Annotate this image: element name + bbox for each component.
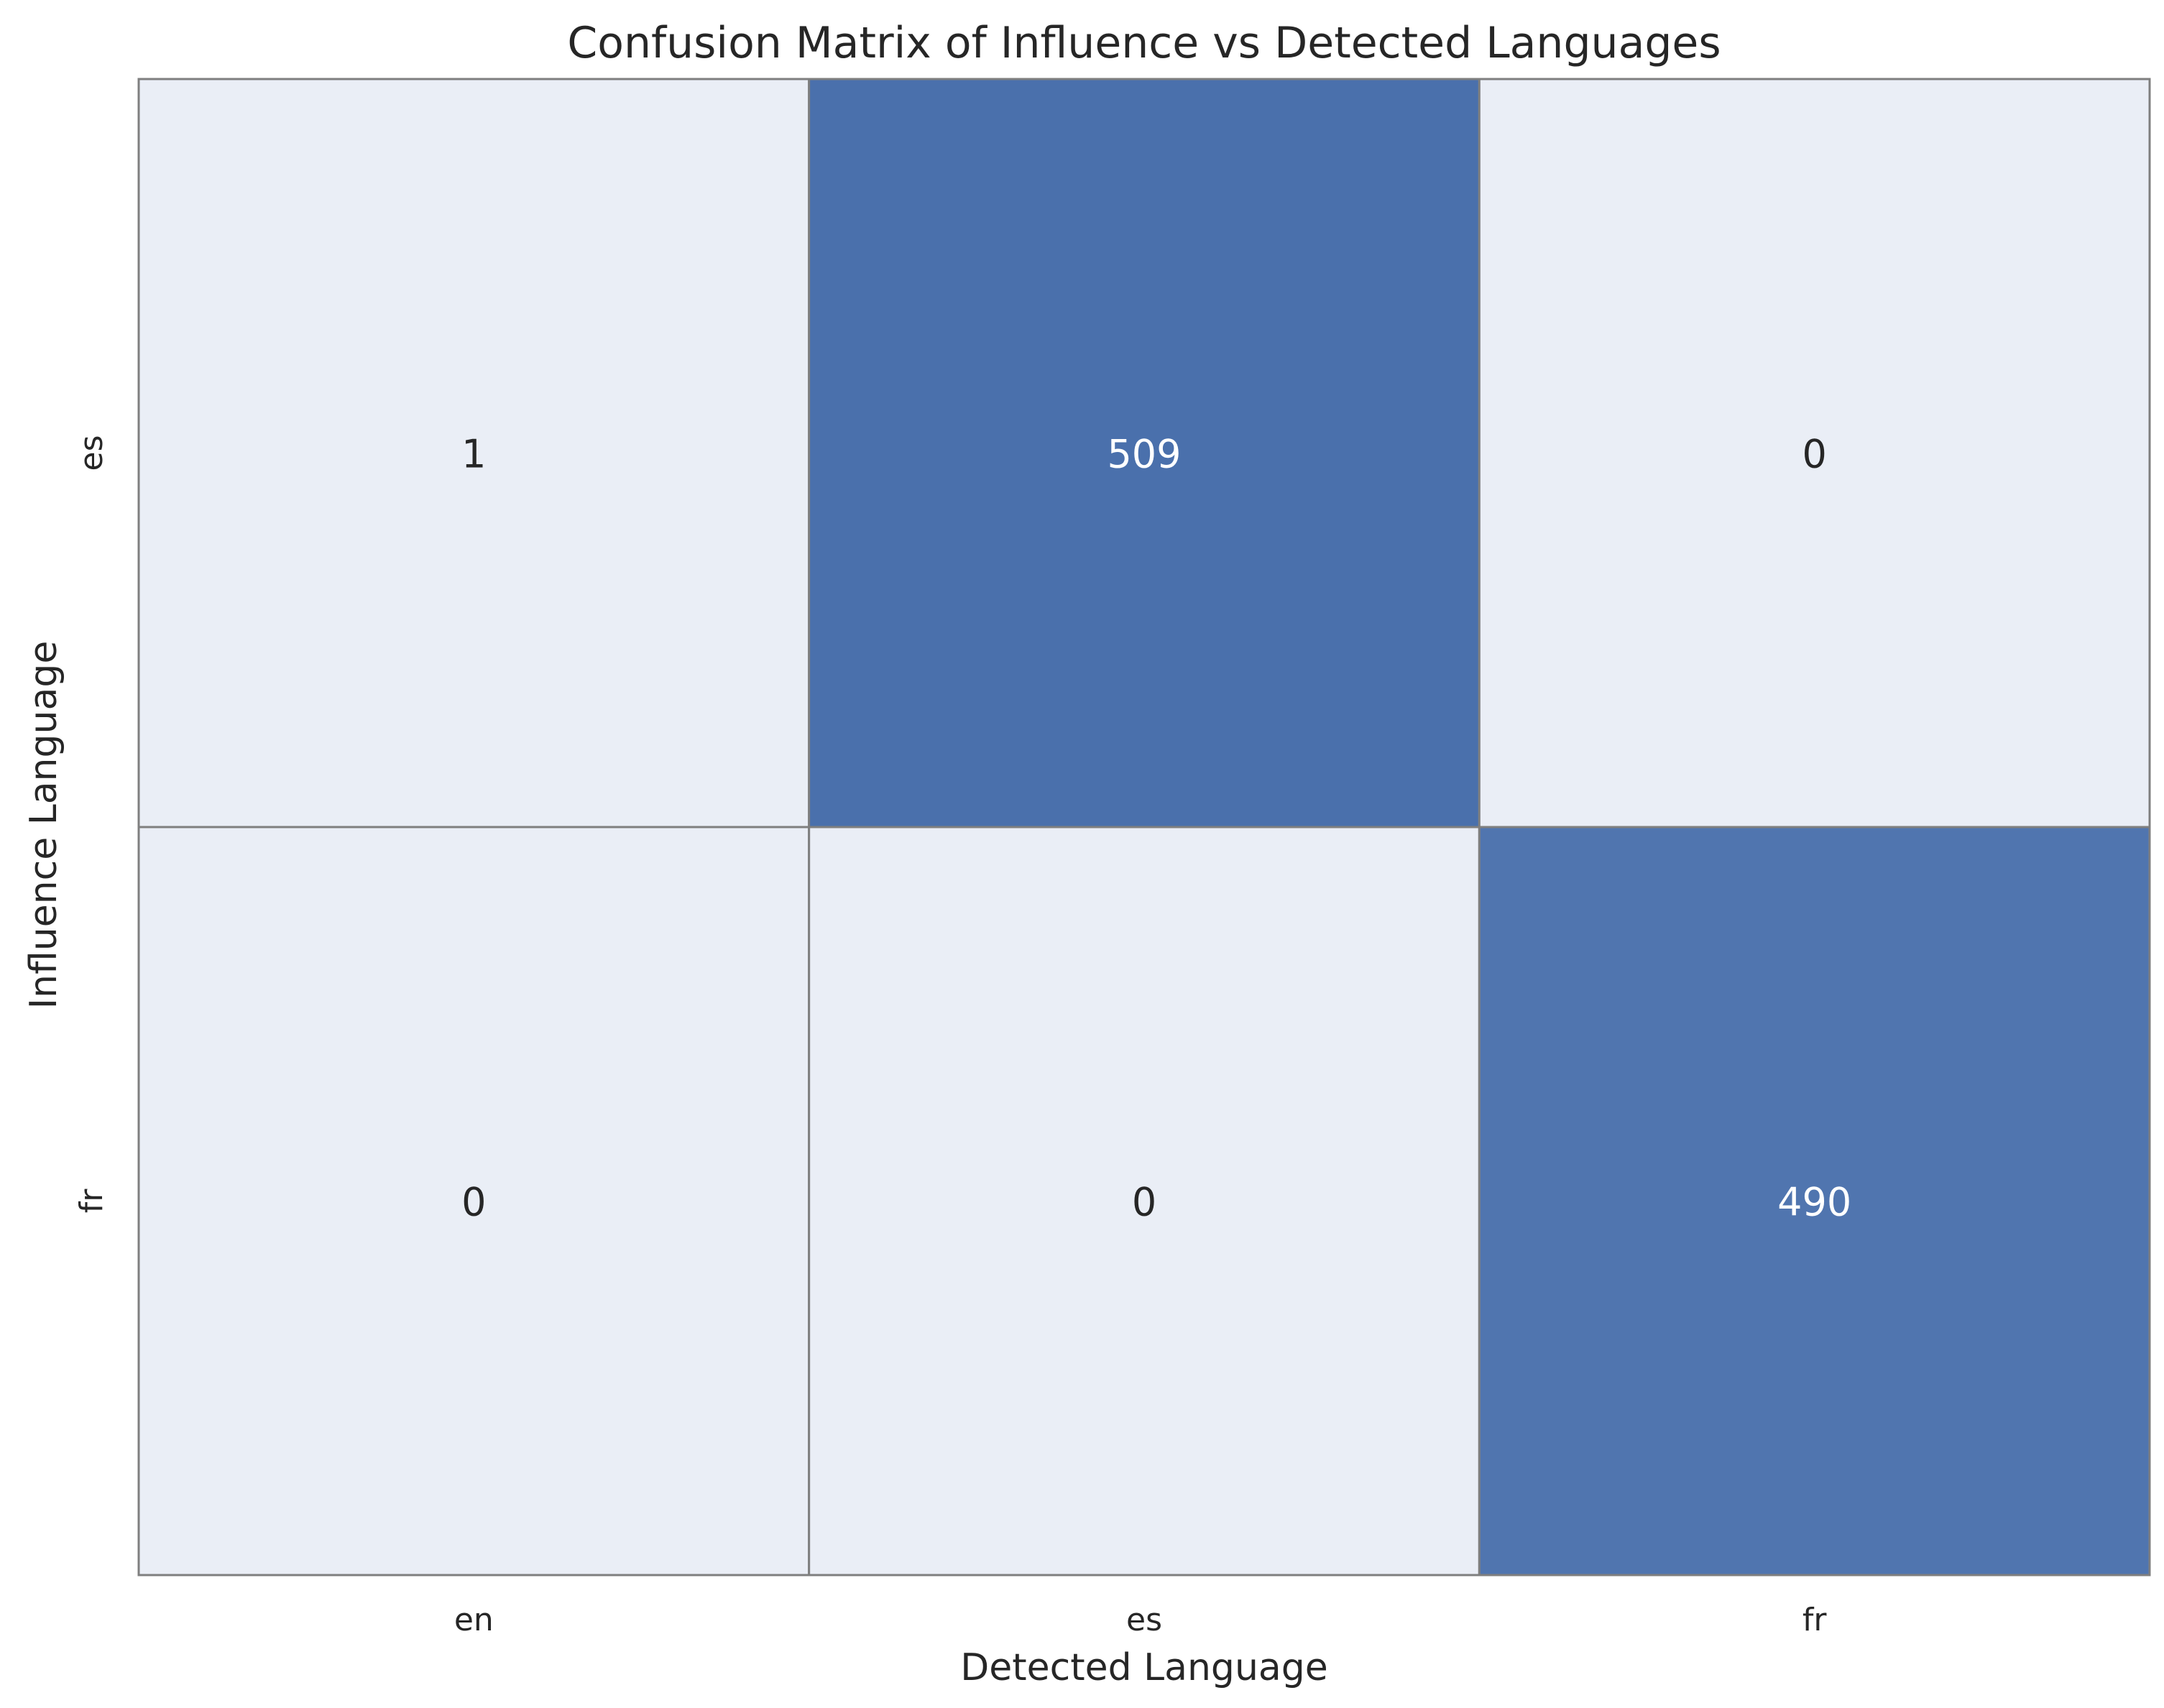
x-tick-label: es [1126,1602,1162,1638]
heatmap-cell [137,78,811,828]
heatmap-cell [137,826,811,1577]
heatmap-cell [808,826,1481,1577]
x-axis-tick-labels: en es fr [454,1602,1828,1638]
x-axis-label: Detected Language [960,1646,1328,1689]
heatmap-cell-value: 0 [1132,1180,1156,1225]
heatmap-cell-value: 0 [461,1180,486,1225]
x-tick-label: fr [1802,1602,1827,1638]
y-tick-label: es [73,435,110,471]
heatmap-cell [1478,78,2151,828]
heatmap-cell-value: 0 [1802,432,1826,477]
y-axis-label: Influence Language [22,641,65,1010]
x-tick-label: en [454,1602,494,1638]
y-tick-label: fr [73,1188,110,1213]
heatmap-cells [137,78,2151,1577]
heatmap-cell-value: 490 [1777,1180,1851,1225]
chart-title: Confusion Matrix of Influence vs Detecte… [567,18,1721,68]
heatmap-cell-value: 1 [461,432,486,477]
heatmap-cell-value: 509 [1107,432,1181,477]
heatmap-cell-labels: 1 509 0 0 0 490 [461,432,1851,1225]
heatmap-cell [808,78,1481,828]
heatmap-cell [1478,826,2151,1577]
y-axis-tick-labels: es fr [73,435,110,1214]
